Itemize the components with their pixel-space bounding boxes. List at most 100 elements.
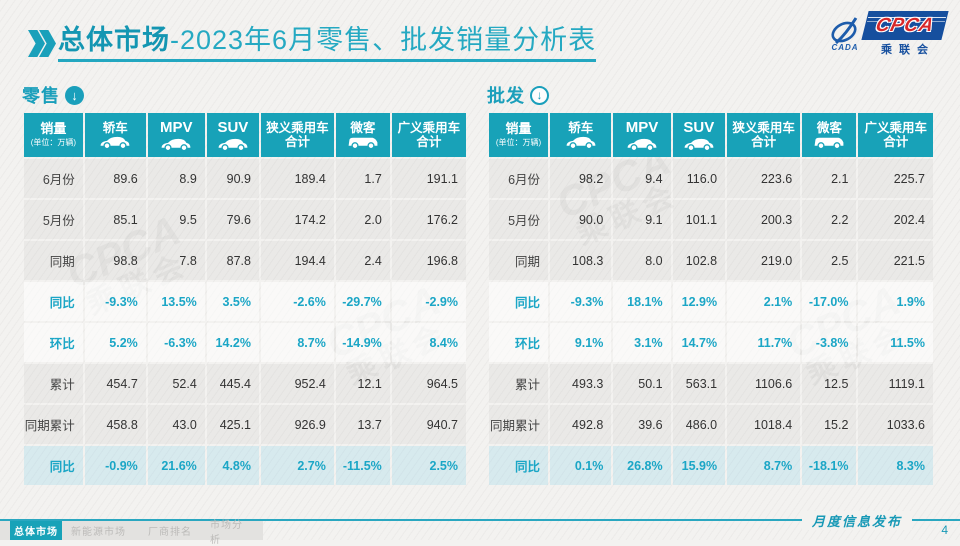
- table-row: 同期累计 492.8 39.6 486.0 1018.4 15.2 1033.6: [489, 405, 933, 444]
- data-cell: 8.7%: [727, 446, 801, 485]
- data-cell: -14.9%: [335, 323, 390, 362]
- row-label: 累计: [489, 364, 549, 403]
- column-header: 狭义乘用车 合计: [727, 113, 801, 157]
- row-label: 同比: [489, 282, 549, 321]
- data-cell: 2.4: [335, 241, 390, 280]
- data-cell: 50.1: [613, 364, 671, 403]
- footer-tab-1[interactable]: 新能源市场: [71, 527, 126, 538]
- data-cell: 225.7: [858, 159, 933, 198]
- data-cell: 8.0: [613, 241, 671, 280]
- table-row: 同期 98.8 7.8 87.8 194.4 2.4 196.8: [24, 241, 466, 280]
- footer-tab-3[interactable]: 市场分析: [210, 519, 243, 546]
- data-cell: 13.7: [335, 405, 390, 444]
- table-row: 同比 -9.3% 18.1% 12.9% 2.1% -17.0% 1.9%: [489, 282, 933, 321]
- data-cell: -0.9%: [84, 446, 146, 485]
- unit-header-cell: 销量 (单位：万辆): [489, 113, 549, 157]
- column-label: SUV: [217, 119, 249, 137]
- row-label: 累计: [24, 364, 83, 403]
- data-cell: 8.3%: [858, 446, 933, 485]
- retail-table: 销量 (单位：万辆) 轿车 MPV SUV 狭义乘用车 合计 微客 广义乘用车 合计 6月份 89.6…: [22, 111, 468, 487]
- row-label: 同期累计: [24, 405, 83, 444]
- data-cell: 8.7%: [261, 323, 334, 362]
- column-label-line2: 合计: [883, 135, 909, 149]
- column-label: 轿车: [102, 120, 128, 135]
- retail-section-title: 零售: [22, 86, 60, 106]
- data-cell: 219.0: [727, 241, 801, 280]
- unit-header-cell: 销量 (单位：万辆): [24, 113, 83, 157]
- data-cell: -3.8%: [802, 323, 857, 362]
- data-cell: 4.8%: [206, 446, 259, 485]
- data-cell: 223.6: [727, 159, 801, 198]
- data-cell: 940.7: [391, 405, 466, 444]
- row-label: 5月份: [24, 200, 83, 239]
- column-label: 狭义乘用车: [732, 120, 795, 135]
- data-cell: -18.1%: [802, 446, 857, 485]
- column-label: 微客: [350, 120, 376, 135]
- cpca-logo: CADA CPCA 乘联会: [828, 12, 948, 57]
- footer-tab-0[interactable]: 总体市场: [10, 521, 62, 540]
- data-cell: 8.9: [147, 159, 205, 198]
- column-header: SUV: [672, 113, 726, 157]
- retail-section: 零售 ↓ 销量 (单位：万辆) 轿车 MPV SUV 狭义乘用车 合计 微客 广义乘用车 合计 6月…: [22, 82, 468, 487]
- data-cell: 952.4: [261, 364, 334, 403]
- column-header: 轿车: [550, 113, 612, 157]
- column-header: 微客: [335, 113, 390, 157]
- footer-tab-2[interactable]: 厂商排名: [148, 527, 192, 538]
- data-cell: 425.1: [206, 405, 259, 444]
- car-icon: [566, 137, 596, 150]
- column-label: MPV: [625, 119, 659, 137]
- column-header: SUV: [206, 113, 259, 157]
- table-row: 累计 493.3 50.1 563.1 1106.6 12.5 1119.1: [489, 364, 933, 403]
- table-row: 6月份 89.6 8.9 90.9 189.4 1.7 191.1: [24, 159, 466, 198]
- cpca-swoosh-icon: [831, 17, 858, 45]
- data-cell: 89.6: [84, 159, 146, 198]
- data-cell: 39.6: [613, 405, 671, 444]
- column-label: 轿车: [568, 120, 594, 135]
- table-row: 同比 0.1% 26.8% 15.9% 8.7% -18.1% 8.3%: [489, 446, 933, 485]
- data-cell: 191.1: [391, 159, 466, 198]
- column-label-line2: 合计: [416, 135, 442, 149]
- data-cell: -11.5%: [335, 446, 390, 485]
- data-cell: 108.3: [550, 241, 612, 280]
- unit-label: 销量: [505, 121, 532, 137]
- data-cell: 14.7%: [672, 323, 726, 362]
- data-cell: 85.1: [84, 200, 146, 239]
- data-cell: 14.2%: [206, 323, 259, 362]
- data-cell: 454.7: [84, 364, 146, 403]
- row-label: 同期累计: [489, 405, 549, 444]
- table-row: 环比 5.2% -6.3% 14.2% 8.7% -14.9% 8.4%: [24, 323, 466, 362]
- data-cell: 52.4: [147, 364, 205, 403]
- page-header: 总体市场-2023年6月零售、批发销量分析表: [28, 25, 597, 62]
- data-cell: 12.1: [335, 364, 390, 403]
- data-cell: 0.1%: [550, 446, 612, 485]
- data-cell: -9.3%: [550, 282, 612, 321]
- row-label: 同比: [489, 446, 549, 485]
- page-title: 总体市场-2023年6月零售、批发销量分析表: [58, 25, 597, 62]
- row-label: 同比: [24, 446, 83, 485]
- unit-sublabel: (单位：万辆): [30, 138, 77, 148]
- data-cell: 9.5: [147, 200, 205, 239]
- row-label: 环比: [489, 323, 549, 362]
- car-icon: [218, 138, 248, 151]
- data-cell: 964.5: [391, 364, 466, 403]
- data-cell: 11.7%: [727, 323, 801, 362]
- row-label: 同比: [24, 282, 83, 321]
- data-cell: 13.5%: [147, 282, 205, 321]
- data-cell: 90.9: [206, 159, 259, 198]
- data-cell: 8.4%: [391, 323, 466, 362]
- double-chevron-icon: [28, 30, 56, 57]
- row-label: 同期: [489, 241, 549, 280]
- data-cell: 221.5: [858, 241, 933, 280]
- data-cell: 189.4: [261, 159, 334, 198]
- column-header: MPV: [147, 113, 205, 157]
- row-label: 6月份: [489, 159, 549, 198]
- data-cell: 2.1: [802, 159, 857, 198]
- data-cell: 12.9%: [672, 282, 726, 321]
- column-label: 广义乘用车: [864, 120, 927, 135]
- column-header: 轿车: [84, 113, 146, 157]
- circle-down-arrow-icon: ↓: [530, 85, 549, 105]
- data-cell: 9.1: [613, 200, 671, 239]
- column-header: MPV: [613, 113, 671, 157]
- data-cell: 98.8: [84, 241, 146, 280]
- data-cell: 3.5%: [206, 282, 259, 321]
